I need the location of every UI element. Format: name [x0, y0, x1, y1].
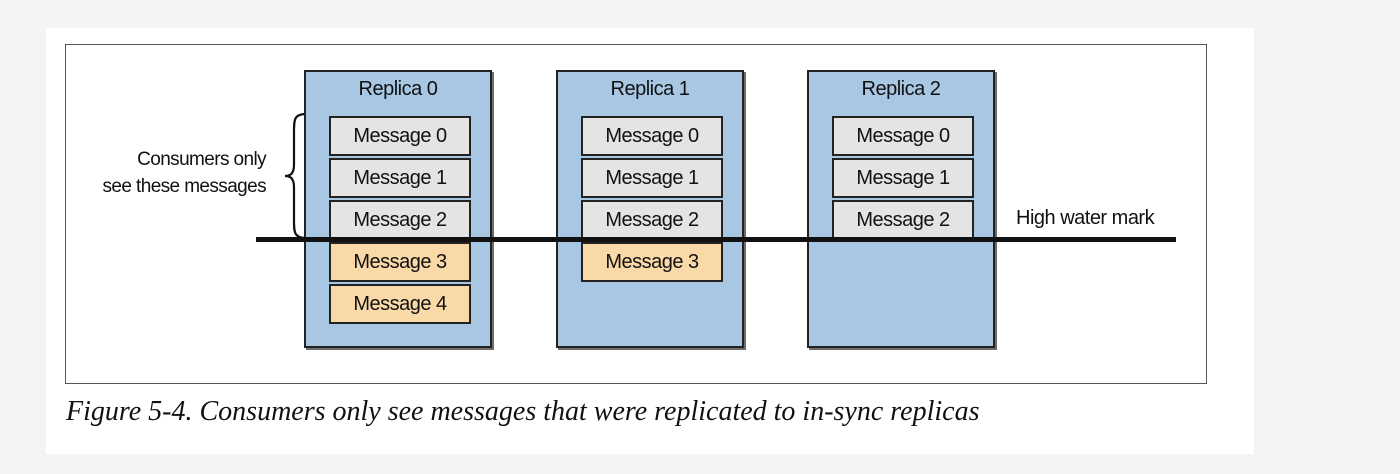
message-cell: Message 1: [832, 158, 974, 198]
message-cell: Message 1: [581, 158, 723, 198]
message-cell: Message 0: [832, 116, 974, 156]
replica-box: Replica 2 Message 0 Message 1 Message 2: [807, 70, 995, 348]
replica-box: Replica 1 Message 0 Message 1 Message 2 Mess…: [556, 70, 744, 348]
curly-brace-icon: [284, 112, 307, 240]
message-cell: Message 2: [329, 200, 471, 240]
message-cell: Message 3: [329, 242, 471, 282]
message-cell: Message 0: [329, 116, 471, 156]
replica-title: Replica 2: [861, 78, 941, 100]
high-water-mark-line: [256, 237, 1176, 242]
replica-title: Replica 1: [610, 78, 690, 100]
consumers-label-line-1: Consumers only: [137, 149, 266, 170]
message-cell: Message 4: [329, 284, 471, 324]
consumers-label: Consumers only see these messages: [80, 146, 267, 200]
figure-caption: Figure 5-4. Consumers only see messages …: [66, 396, 980, 427]
message-cell: Message 1: [329, 158, 471, 198]
replica-title: Replica 0: [358, 78, 438, 100]
message-cell: Message 0: [581, 116, 723, 156]
message-cell: Message 3: [581, 242, 723, 282]
message-cell: Message 2: [581, 200, 723, 240]
replica-box: Replica 0 Message 0 Message 1 Message 2 Mess…: [304, 70, 492, 348]
consumers-label-line-2: see these messages: [102, 176, 267, 197]
high-water-mark-label: High water mark: [1016, 207, 1155, 229]
message-cell: Message 2: [832, 200, 974, 240]
